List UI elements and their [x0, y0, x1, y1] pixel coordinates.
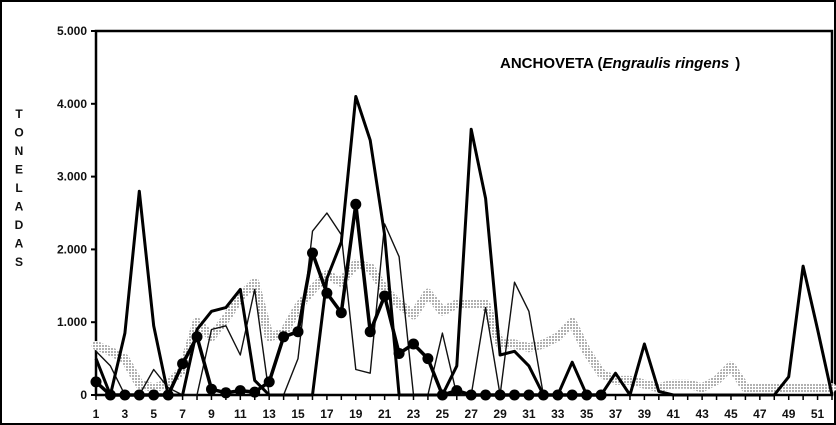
series-marker-point [307, 248, 318, 259]
x-tick-label: 13 [262, 407, 276, 421]
y-axis-label-letter: A [15, 200, 24, 214]
x-tick-label: 5 [150, 407, 157, 421]
x-tick-label: 7 [179, 407, 186, 421]
series-marker-point [264, 376, 275, 387]
series-thin-line [96, 213, 601, 395]
series-marker-point [134, 390, 145, 401]
y-tick-labels: 0 1.000 2.000 3.000 4.000 5.000 [57, 24, 87, 402]
series-marker-point [495, 390, 506, 401]
series-marker-point [235, 385, 246, 396]
series-marker-point [379, 291, 390, 302]
x-tick-label: 29 [493, 407, 507, 421]
x-tick-label: 23 [407, 407, 421, 421]
x-tick-label: 51 [811, 407, 825, 421]
series-marker-point [509, 390, 520, 401]
x-tick-label: 41 [667, 407, 681, 421]
series-marker-point [365, 326, 376, 337]
series-marker-point [119, 390, 130, 401]
x-tick-label: 45 [724, 407, 738, 421]
y-axis-label-letter: S [15, 255, 23, 269]
y-tick-label: 4.000 [57, 97, 87, 111]
x-tick-label: 9 [208, 407, 215, 421]
y-axis-label-letter: O [14, 126, 23, 140]
y-axis-label-letter: L [15, 181, 22, 195]
x-tick-label: 17 [320, 407, 334, 421]
series-marker-point [293, 326, 304, 337]
series-layer [91, 97, 833, 401]
series-marker-point [148, 390, 159, 401]
x-tick-labels: 1 3 5 7 9 11 13 15 17 19 21 23 25 27 29 31 33 35 37 39 41 43 4… [93, 407, 825, 421]
x-tick-label: 3 [122, 407, 129, 421]
series-marker-point [336, 307, 347, 318]
x-tick-label: 35 [580, 407, 594, 421]
series-marker-point [538, 390, 549, 401]
x-tick-label: 19 [349, 407, 363, 421]
series-marker-point [567, 390, 578, 401]
series-marker-point [105, 390, 116, 401]
x-tick-label: 49 [782, 407, 796, 421]
series-marker-point [220, 387, 231, 398]
series-marker-point [422, 353, 433, 364]
series-marker-point [91, 376, 102, 387]
series-marker-point [581, 390, 592, 401]
y-tick-label: 5.000 [57, 24, 87, 38]
y-axis-label-letter: E [15, 163, 23, 177]
chart-title: ANCHOVETA (Engraulis ringens) [500, 55, 740, 72]
y-tick-label: 2.000 [57, 242, 87, 256]
x-tick-label: 1 [93, 407, 100, 421]
x-tick-label: 33 [551, 407, 565, 421]
series-marker-point [480, 390, 491, 401]
x-tick-label: 31 [522, 407, 536, 421]
x-tick-label: 39 [638, 407, 652, 421]
y-axis-label-letter: T [15, 107, 23, 121]
series-marker-point [278, 331, 289, 342]
y-tick-label: 3.000 [57, 170, 87, 184]
y-tick-label: 1.000 [57, 315, 87, 329]
y-axis-label-letter: N [15, 144, 24, 158]
series-marker-point [350, 199, 361, 210]
plot-area [96, 31, 832, 395]
y-axis-label-letter: D [15, 218, 24, 232]
series-marker-point [177, 358, 188, 369]
x-tick-label: 15 [291, 407, 305, 421]
series-marker-point [408, 339, 419, 350]
series-marker-point [206, 384, 217, 395]
series-marker-point [451, 385, 462, 396]
x-tick-label: 43 [695, 407, 709, 421]
series-marker-point [321, 288, 332, 299]
series-marker-point [163, 390, 174, 401]
x-tick-label: 25 [436, 407, 450, 421]
series-marker-point [596, 390, 607, 401]
series-marker-point [466, 390, 477, 401]
series-marker-point [192, 331, 203, 342]
series-marker-point [523, 390, 534, 401]
x-tick-label: 37 [609, 407, 623, 421]
x-tick-label: 27 [465, 407, 479, 421]
x-tick-label: 11 [234, 407, 247, 421]
x-tick-label: 21 [378, 407, 392, 421]
series-marker-point [552, 390, 563, 401]
y-axis-label-letter: A [15, 237, 24, 251]
series-marker-point [437, 390, 448, 401]
x-tick-label: 47 [753, 407, 767, 421]
y-tick-label: 0 [80, 388, 87, 402]
series-marker-point [249, 387, 260, 398]
series-marker-point [394, 348, 405, 359]
